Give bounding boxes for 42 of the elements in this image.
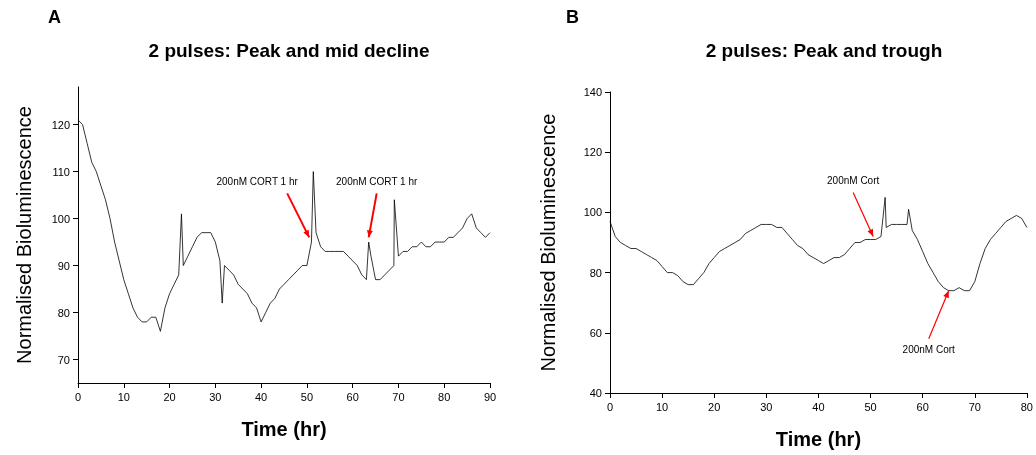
x-tick-label: 90 (483, 390, 497, 403)
x-axis-title: Time (hr) (775, 428, 862, 450)
x-tick-label: 20 (708, 400, 721, 413)
x-tick-label: 60 (916, 400, 929, 413)
x-axis-title: Time (hr) (241, 418, 327, 440)
x-tick-label: 40 (812, 400, 825, 413)
y-tick-label: 80 (57, 306, 70, 319)
annotation: 200nM CORT 1 hr (336, 176, 419, 188)
annotation: 200nM Cort (827, 175, 880, 187)
x-tick-label: 80 (1020, 400, 1034, 413)
x-tick-label: 10 (655, 400, 669, 413)
y-tick-label: 140 (583, 86, 602, 98)
y-tick-label: 60 (589, 326, 602, 339)
chart-title: 2 pulses: Peak and trough (705, 40, 943, 61)
x-tick-label: 0 (74, 390, 82, 403)
x-tick-label: 60 (346, 390, 359, 403)
x-tick-label: 40 (254, 390, 268, 403)
x-tick-label: 30 (209, 390, 222, 403)
y-tick-label: 110 (52, 165, 70, 178)
y-axis-title: Normalised Bioluminescence (13, 106, 35, 364)
y-tick-label: 80 (589, 266, 602, 279)
x-tick-label: 50 (300, 390, 314, 403)
x-tick-label: 10 (117, 390, 130, 403)
y-tick-label: 100 (583, 206, 602, 219)
x-tick-label: 20 (163, 390, 176, 403)
y-tick-label: 90 (57, 259, 70, 272)
x-tick-label: 80 (438, 390, 451, 403)
x-tick-label: 70 (392, 390, 405, 403)
x-tick-label: 30 (760, 400, 773, 413)
y-tick-label: 100 (51, 212, 70, 225)
y-tick-label: 120 (51, 118, 70, 131)
x-tick-label: 50 (864, 400, 877, 413)
chart-title: 2 pulses: Peak and mid decline (148, 40, 430, 61)
x-tick-label: 70 (968, 400, 981, 413)
y-tick-label: 120 (583, 146, 602, 159)
y-tick-label: 70 (57, 353, 70, 366)
text: B (566, 7, 579, 27)
annotation: 200nM Cort (902, 343, 956, 355)
annotation: 200nM CORT 1 hr (216, 176, 299, 188)
x-tick-label: 0 (606, 400, 614, 413)
text: A (48, 7, 61, 27)
y-axis-title: Normalised Bioluminescence (537, 113, 559, 372)
